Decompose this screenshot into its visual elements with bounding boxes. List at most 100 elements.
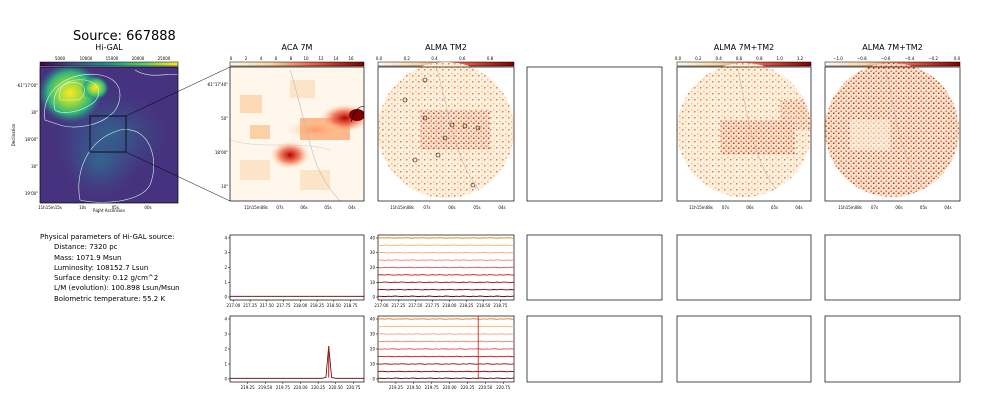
y-tick-label: 4	[224, 317, 227, 322]
tick-label: 6	[275, 56, 278, 61]
x-tick-label: 218.50	[476, 303, 490, 308]
x-tick-label: 220.75	[346, 385, 360, 390]
spectrum-line	[377, 237, 515, 239]
y-tick-label: 0	[372, 295, 375, 300]
y-tick-label: 3	[224, 250, 227, 255]
zoom-line-bottom	[125, 151, 231, 202]
tick-label: 07s	[722, 205, 729, 210]
x-tick-label: 219.25	[389, 385, 403, 390]
y-tick-label: 20	[370, 347, 376, 352]
tick-label: 04s	[498, 205, 505, 210]
tick-label: 10s	[79, 205, 86, 210]
spectrum-line	[377, 251, 515, 254]
zoom-line-top	[125, 66, 231, 117]
x-tick-label: 218.00	[442, 303, 456, 308]
empty-panel	[824, 234, 961, 301]
x-tick-label: 220.50	[329, 385, 343, 390]
aca7m-image	[230, 67, 364, 201]
alma7mtm2-title: ALMA 7M+TM2	[713, 43, 775, 52]
tick-label: 20000	[132, 56, 145, 61]
alma7mtm2b-title: ALMA 7M+TM2	[862, 43, 923, 52]
x-tick-label: 218.75	[493, 303, 507, 308]
tick-label: 1.0	[776, 56, 783, 61]
tick-label: 0	[230, 56, 233, 61]
tick-label: 06s	[300, 205, 307, 210]
y-tick-label: 10	[370, 362, 376, 367]
tick-label: 0.8	[487, 56, 494, 61]
tick-label: 2	[245, 56, 248, 61]
tick-label: 06s	[448, 205, 455, 210]
spectrum-line	[377, 355, 515, 358]
tick-label: 1.2	[797, 56, 804, 61]
tick-label: -61°17'00"	[16, 83, 38, 88]
x-tick-label: 220.00	[443, 385, 457, 390]
tick-label: 11h15m08s	[390, 205, 414, 210]
param-tbol: Bolometric temperature: 55.2 K	[54, 294, 166, 303]
alma7mtm2-image	[677, 63, 811, 201]
tick-label: 0.0	[376, 56, 383, 61]
x-tick-label: 219.50	[258, 385, 272, 390]
tick-label: 05s	[324, 205, 331, 210]
tick-label: 11h15m08s	[838, 205, 862, 210]
x-tick-label: 219.75	[276, 385, 290, 390]
y-tick-label: 30	[370, 250, 376, 255]
tick-label: 00s	[144, 205, 151, 210]
x-tick-label: 219.50	[407, 385, 421, 390]
tick-label: 07s	[276, 205, 283, 210]
empty-panel	[676, 234, 812, 301]
tick-label: 30"	[31, 110, 38, 115]
higal-zoom-box	[89, 115, 127, 153]
spectrum-line	[377, 295, 515, 298]
tick-label: 5000	[55, 56, 66, 61]
almatm2-spectrum-1: 217.00 217.25 217.50 217.75 218.00 218.25 218.…	[370, 234, 515, 308]
param-lm: L/M (evolution): 100.898 Lsun/Msun	[54, 284, 180, 293]
tick-label: 10"	[221, 184, 228, 189]
tick-label: 05s	[112, 205, 119, 210]
x-tick-label: 217.75	[277, 303, 291, 308]
higal-colorbar	[39, 61, 179, 67]
tick-label: 11h15m08s	[689, 205, 713, 210]
tick-label: 06s	[746, 205, 753, 210]
tick-label: 0.2	[695, 56, 702, 61]
y-tick-label: 1	[224, 362, 227, 367]
tick-label: 8	[290, 56, 293, 61]
x-tick-label: 217.50	[408, 303, 422, 308]
y-tick-label: 2	[224, 265, 227, 270]
y-tick-label: 0	[372, 377, 375, 382]
params-heading: Physical parameters of Hi-GAL source:	[40, 233, 175, 241]
x-tick-label: 220.25	[311, 385, 325, 390]
source-title: Source: 667888	[73, 29, 176, 44]
empty-panel	[676, 315, 812, 383]
tick-label: 0.2	[404, 56, 411, 61]
tick-label: 04s	[348, 205, 355, 210]
tick-label: 05s	[920, 205, 927, 210]
aca7m-spectrum-2: 219.25 219.50 219.75 220.00 220.25 220.50 220.…	[224, 315, 365, 390]
almatm2-spectrum-2: 219.25 219.50 219.75 220.00 220.25 220.50 220.…	[370, 315, 515, 390]
y-tick-label: 40	[370, 235, 376, 240]
higal-ylabel: Declination	[11, 123, 16, 146]
tick-label: 4	[260, 56, 263, 61]
param-mass: Mass: 1071.9 Msun	[54, 253, 122, 262]
x-tick-label: 217.75	[425, 303, 439, 308]
x-tick-label: 217.25	[391, 303, 405, 308]
spectrum-line	[377, 333, 515, 335]
x-tick-label: 220.75	[496, 385, 510, 390]
param-distance: Distance: 7320 pc	[54, 243, 118, 252]
tick-label: 04s	[795, 205, 802, 210]
spectrum-frame	[229, 315, 365, 383]
spectrum-line	[377, 266, 515, 269]
tick-label: 0.8	[756, 56, 763, 61]
empty-panel-image	[526, 66, 663, 202]
tick-label: −0.2	[928, 56, 938, 61]
y-tick-label: 1	[224, 280, 227, 285]
higal-xlabel: Right Ascension	[93, 208, 125, 213]
y-tick-label: 40	[370, 317, 376, 322]
x-tick-label: 220.25	[460, 385, 474, 390]
tick-label: −1.0	[833, 56, 843, 61]
spectrum-line	[377, 348, 515, 350]
tick-label: 11h15m15s	[38, 205, 62, 210]
spectrum-line	[377, 325, 515, 328]
x-tick-label: 217.00	[226, 303, 240, 308]
tick-label: −0.6	[881, 56, 891, 61]
x-tick-label: 218.00	[293, 303, 307, 308]
